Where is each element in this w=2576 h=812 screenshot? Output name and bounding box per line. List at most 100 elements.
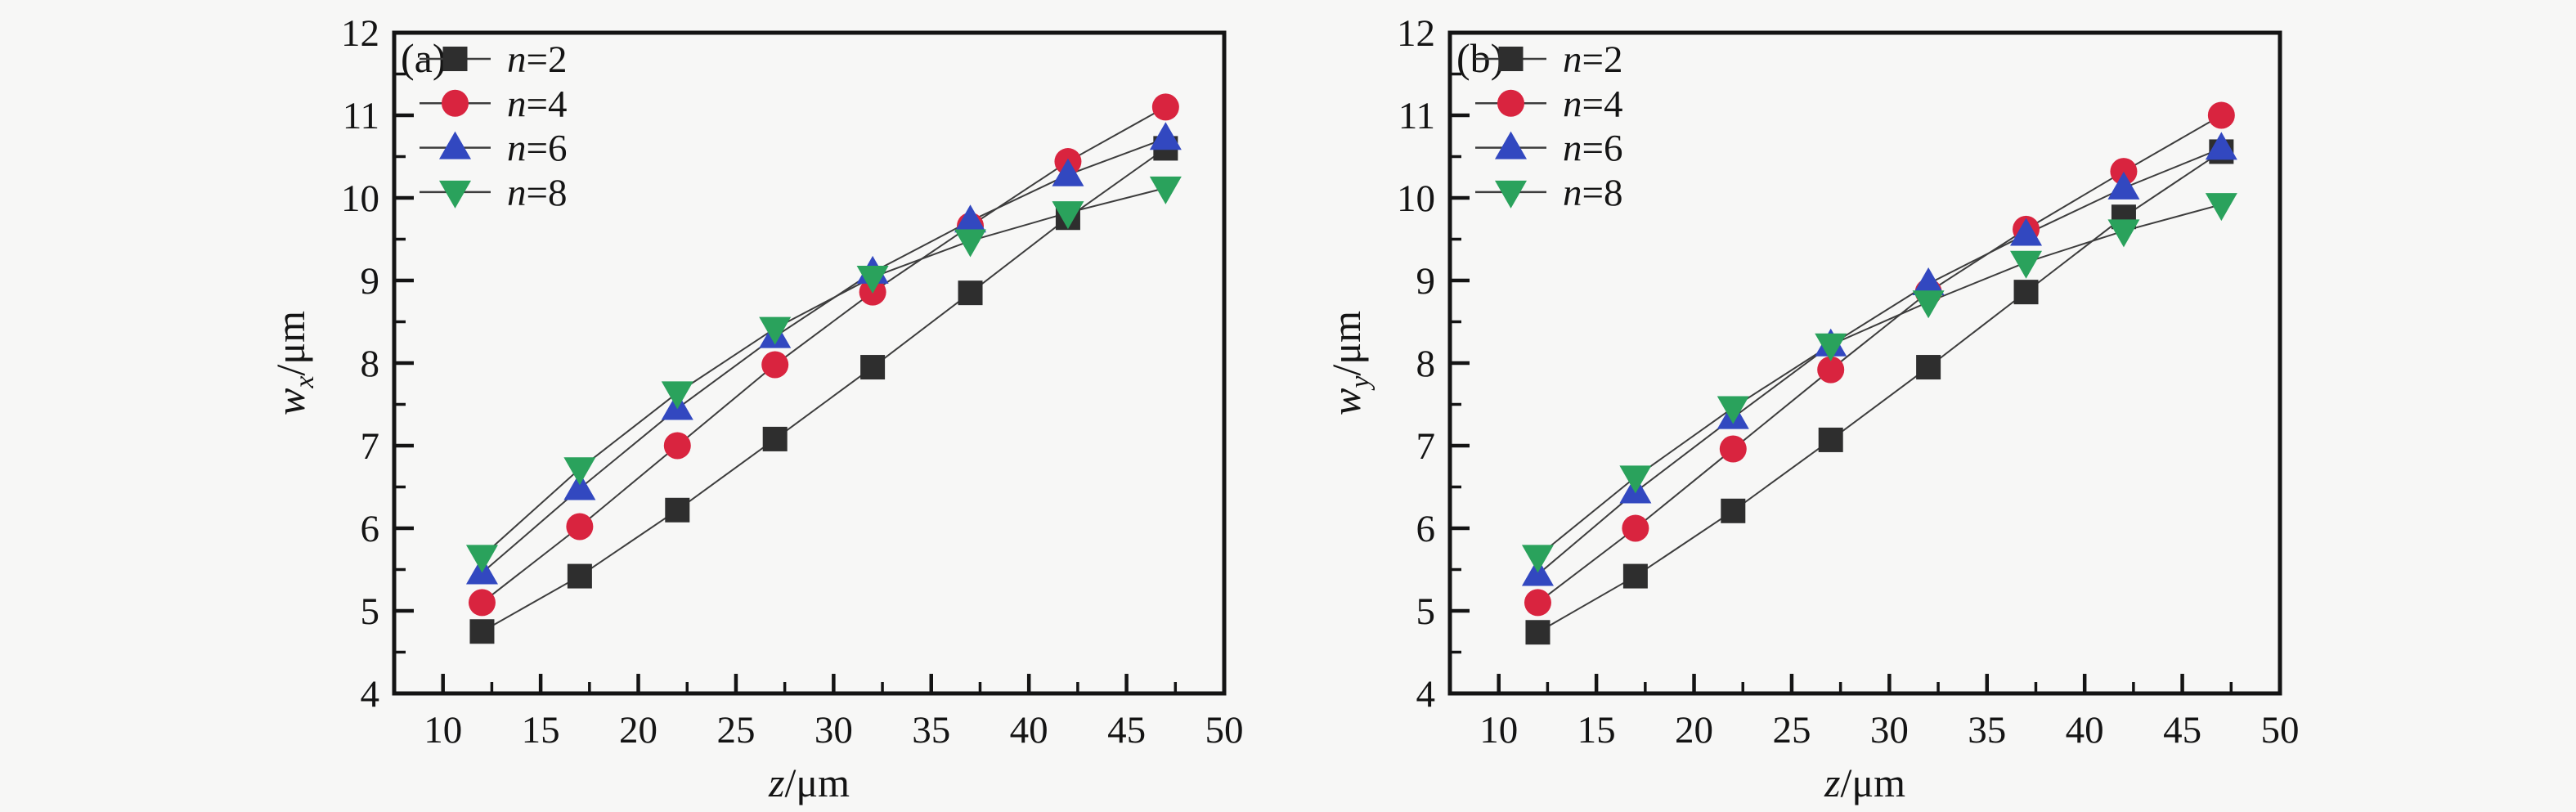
data-point-n=6: [1149, 122, 1182, 150]
data-point-n=8: [1717, 396, 1749, 424]
x-tick-label: 25: [1772, 709, 1811, 751]
y-tick-label: 9: [361, 260, 380, 303]
legend-label: n=6: [1563, 128, 1623, 170]
data-point-n=4: [663, 432, 691, 460]
legend-label: n=8: [1563, 172, 1623, 214]
data-point-n=8: [954, 229, 987, 258]
data-point-n=2: [762, 426, 788, 451]
y-tick-label: 8: [361, 343, 380, 385]
y-tick-label: 9: [1416, 260, 1436, 303]
legend-label: n=4: [507, 83, 568, 125]
data-point-n=4: [1622, 514, 1649, 542]
y-tick-label: 8: [1416, 343, 1436, 385]
data-point-n=8: [759, 316, 792, 345]
x-tick-label: 40: [1010, 709, 1048, 751]
data-point-n=8: [1149, 176, 1182, 204]
legend-label: n=8: [507, 172, 568, 214]
data-point-n=8: [1619, 465, 1652, 494]
legend-marker-triangle-up-icon: [439, 131, 471, 159]
plot-frame: [1447, 30, 2282, 696]
data-point-n=2: [1916, 355, 1941, 380]
x-tick-label: 35: [1968, 709, 2006, 751]
data-point-n=4: [1151, 93, 1179, 121]
y-tick-label: 10: [1397, 177, 1435, 220]
legend-marker-triangle-down-icon: [439, 180, 471, 209]
x-tick-label: 20: [619, 709, 657, 751]
legend-marker-circle-icon: [442, 89, 469, 117]
series-line-n=2: [1537, 150, 2222, 634]
data-point-n=2: [1818, 427, 1843, 452]
data-point-n=6: [1912, 267, 1945, 296]
legend-item: n=2: [420, 38, 568, 81]
x-tick-label: 25: [716, 709, 755, 751]
y-axis-label: wy/μm: [1323, 311, 1376, 415]
data-point-n=8: [661, 381, 693, 410]
data-point-n=4: [2110, 158, 2138, 186]
series-line-n=6: [1537, 147, 2222, 576]
data-point-n=2: [1622, 563, 1648, 589]
legend-item: n=8: [1475, 172, 1623, 214]
panel-a: 10 15 20 25 30 35 40 45 50456789101112z/μmwx/μm(…: [267, 12, 1244, 805]
data-point-n=6: [1052, 158, 1084, 186]
data-point-n=2: [958, 280, 983, 306]
legend-marker-triangle-down-icon: [1495, 180, 1527, 209]
legend: n=2n=4n=6n=8: [420, 38, 568, 214]
x-tick-label: 10: [1479, 709, 1518, 751]
data-point-n=4: [1524, 589, 1551, 617]
data-point-n=8: [563, 457, 596, 486]
data-point-n=8: [1052, 201, 1084, 230]
legend-item: n=4: [420, 83, 568, 125]
x-tick-label: 30: [815, 709, 853, 751]
y-tick-label: 11: [343, 95, 379, 137]
x-tick-label: 45: [2163, 709, 2201, 751]
series-markers-n=2: [1525, 139, 2234, 645]
legend-item: n=8: [420, 172, 568, 214]
x-tick-label: 20: [1675, 709, 1713, 751]
series-line-n=8: [481, 186, 1166, 558]
data-point-n=2: [1525, 620, 1551, 645]
y-tick-label: 11: [1398, 95, 1435, 137]
legend-marker-square-icon: [1498, 47, 1524, 71]
data-point-n=4: [761, 351, 789, 379]
series-markers-n=8: [465, 176, 1182, 573]
series-markers-n=8: [1521, 193, 2237, 573]
data-point-n=6: [2107, 171, 2140, 200]
data-point-n=2: [469, 619, 495, 644]
data-point-n=8: [1912, 290, 1945, 319]
axis-ticks: [396, 30, 1227, 696]
x-axis-label: z/μm: [768, 760, 850, 805]
data-point-n=8: [1521, 545, 1554, 573]
x-tick-label: 50: [2261, 709, 2300, 751]
data-point-n=8: [2107, 219, 2140, 248]
data-point-n=4: [1719, 435, 1747, 463]
x-tick-label: 35: [912, 709, 950, 751]
y-tick-label: 5: [361, 590, 380, 633]
data-point-n=2: [1721, 498, 1746, 523]
data-point-n=2: [2013, 280, 2039, 305]
y-tick-label: 4: [361, 673, 380, 716]
x-tick-label: 10: [424, 709, 462, 751]
plot-frame: [392, 30, 1227, 696]
legend-label: n=2: [507, 38, 568, 81]
y-axis-label: wx/μm: [267, 311, 320, 415]
legend: n=2n=4n=6n=8: [1475, 38, 1623, 214]
legend-label: n=6: [507, 128, 568, 170]
data-point-n=8: [856, 265, 889, 294]
y-tick-label: 4: [1416, 673, 1436, 716]
y-tick-label: 7: [1416, 425, 1436, 468]
x-tick-label: 40: [2066, 709, 2104, 751]
legend-marker-circle-icon: [1497, 89, 1524, 117]
data-point-n=4: [1817, 356, 1845, 384]
x-tick-label: 50: [1205, 709, 1244, 751]
legend-marker-triangle-up-icon: [1495, 131, 1527, 159]
x-tick-label: 45: [1107, 709, 1146, 751]
x-tick-label: 30: [1870, 709, 1909, 751]
legend-marker-square-icon: [442, 47, 468, 71]
data-point-n=4: [468, 589, 496, 617]
data-point-n=6: [563, 472, 596, 500]
data-point-n=6: [2205, 132, 2237, 160]
y-tick-label: 10: [341, 177, 379, 220]
data-point-n=2: [860, 355, 886, 380]
